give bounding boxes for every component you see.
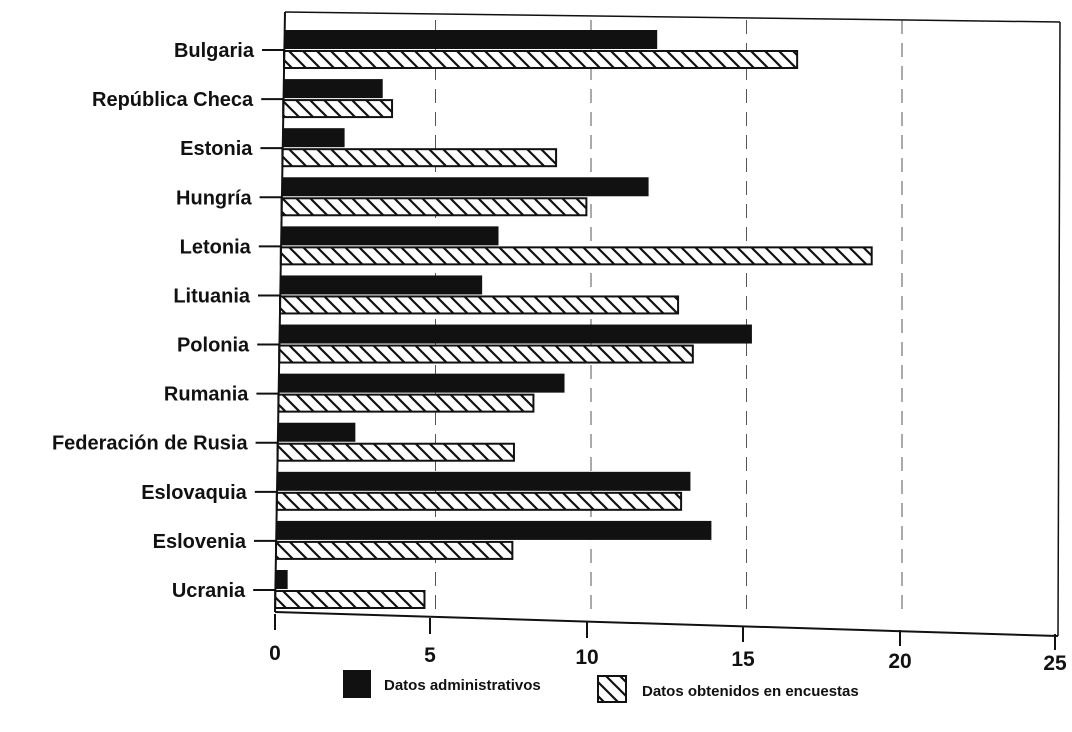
x-tick-labels: 0 5 10 15 20 25 xyxy=(269,614,1067,675)
bar-encuestas-10 xyxy=(275,540,514,560)
x-axis-line xyxy=(274,611,1059,637)
legend-label-series-0: Datos administrativos xyxy=(384,677,541,694)
x-tick-label-10: 10 xyxy=(575,646,598,669)
bar-encuestas-4 xyxy=(279,246,873,266)
bars xyxy=(253,30,873,609)
legend-label-series-1: Datos obtenidos en encuestas xyxy=(642,683,859,700)
category-label-7: Rumania xyxy=(164,384,249,406)
category-label-3: Hungría xyxy=(176,187,252,209)
axes xyxy=(274,11,1061,637)
category-label-11: Ucrania xyxy=(172,580,246,602)
category-labels: Bulgaria República Checa Estonia Hungría Let… xyxy=(52,40,255,602)
bar-encuestas-9 xyxy=(275,491,683,511)
bar-administrativos-3 xyxy=(281,177,649,197)
bar-administrativos-11 xyxy=(275,570,288,589)
bar-encuestas-6 xyxy=(278,344,694,364)
x-tick-label-5: 5 xyxy=(424,644,436,667)
gridlines xyxy=(435,20,903,612)
bar-administrativos-2 xyxy=(282,128,345,148)
legend-swatch-solid xyxy=(343,670,371,698)
bar-encuestas-8 xyxy=(276,442,515,462)
category-label-9: Eslovaquia xyxy=(141,482,247,504)
legend-swatch-hatched xyxy=(597,675,627,703)
bar-administrativos-0 xyxy=(284,30,658,49)
category-label-1: República Checa xyxy=(92,89,254,111)
bar-encuestas-0 xyxy=(283,50,799,69)
category-label-10: Eslovenia xyxy=(153,531,247,553)
category-label-8: Federación de Rusia xyxy=(52,433,248,455)
bar-encuestas-1 xyxy=(282,99,394,119)
bar-administrativos-6 xyxy=(279,324,752,344)
category-label-6: Polonia xyxy=(177,335,250,357)
bar-administrativos-7 xyxy=(278,373,565,393)
category-label-2: Estonia xyxy=(180,138,253,160)
bar-administrativos-10 xyxy=(276,520,712,540)
bar-administrativos-8 xyxy=(277,422,356,442)
bar-encuestas-11 xyxy=(274,590,426,609)
x-tick-label-25: 25 xyxy=(1043,652,1067,675)
y-axis-line xyxy=(274,11,286,613)
legend: Datos administrativos Datos obtenidos en… xyxy=(343,670,859,703)
top-border-line xyxy=(284,11,1061,23)
bar-administrativos-9 xyxy=(276,471,691,491)
right-border-line xyxy=(1057,21,1061,637)
bar-encuestas-2 xyxy=(281,148,558,168)
x-tick-label-20: 20 xyxy=(888,650,911,673)
category-label-0: Bulgaria xyxy=(174,40,255,62)
bar-encuestas-5 xyxy=(279,295,680,315)
category-label-4: Letonia xyxy=(180,236,252,258)
bar-encuestas-3 xyxy=(280,197,588,217)
bar-administrativos-5 xyxy=(280,275,483,295)
category-label-5: Lituania xyxy=(173,285,251,307)
bar-administrativos-1 xyxy=(283,79,383,99)
bar-encuestas-7 xyxy=(277,393,535,413)
bar-administrativos-4 xyxy=(280,226,499,246)
x-tick-label-15: 15 xyxy=(731,648,755,671)
x-tick-label-0: 0 xyxy=(269,642,281,665)
